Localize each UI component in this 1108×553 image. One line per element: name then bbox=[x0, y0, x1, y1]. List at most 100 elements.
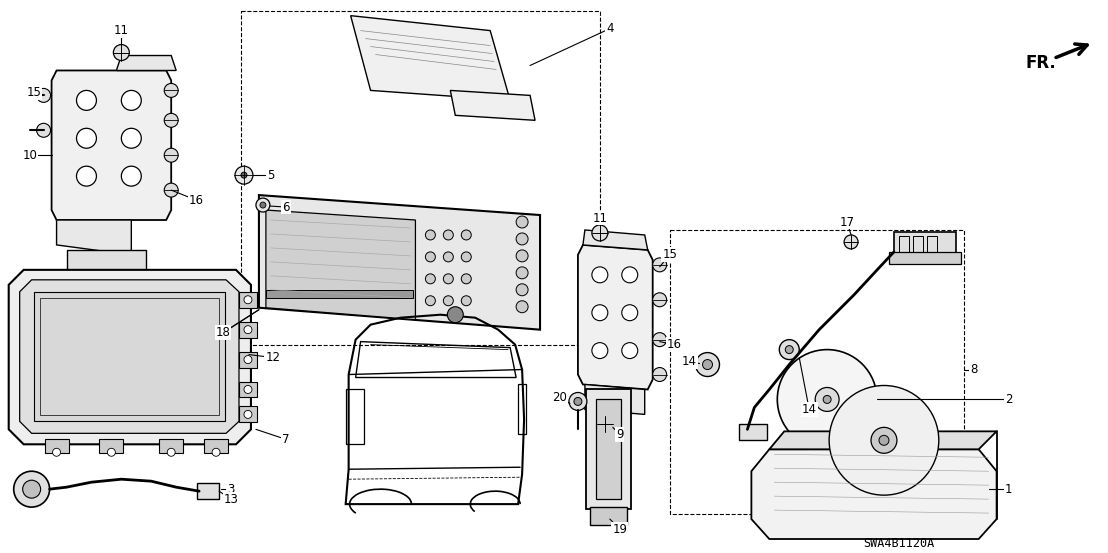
Circle shape bbox=[235, 166, 253, 184]
Circle shape bbox=[815, 388, 839, 411]
Bar bbox=[669, 230, 964, 514]
Bar bbox=[44, 439, 69, 453]
Circle shape bbox=[461, 230, 471, 240]
Text: 3: 3 bbox=[227, 483, 235, 495]
Circle shape bbox=[592, 267, 608, 283]
Bar bbox=[239, 406, 257, 422]
Circle shape bbox=[516, 216, 529, 228]
Bar bbox=[197, 483, 219, 499]
Polygon shape bbox=[769, 431, 996, 449]
Circle shape bbox=[122, 166, 142, 186]
Circle shape bbox=[164, 113, 178, 127]
Circle shape bbox=[167, 448, 175, 456]
Circle shape bbox=[260, 202, 266, 208]
Text: 11: 11 bbox=[114, 24, 129, 37]
Circle shape bbox=[622, 305, 638, 321]
Circle shape bbox=[779, 340, 799, 359]
Text: 13: 13 bbox=[224, 493, 238, 505]
Text: 7: 7 bbox=[283, 433, 289, 446]
Circle shape bbox=[37, 88, 51, 102]
Polygon shape bbox=[450, 90, 535, 121]
Circle shape bbox=[425, 252, 435, 262]
Text: 2: 2 bbox=[1005, 393, 1013, 406]
Text: 11: 11 bbox=[593, 211, 607, 225]
Circle shape bbox=[107, 448, 115, 456]
Bar bbox=[899, 236, 909, 256]
Polygon shape bbox=[116, 55, 176, 70]
Circle shape bbox=[653, 293, 667, 307]
Circle shape bbox=[13, 471, 50, 507]
Bar bbox=[589, 507, 627, 525]
Bar bbox=[346, 389, 363, 444]
Text: 14: 14 bbox=[683, 355, 697, 368]
Text: 1: 1 bbox=[1005, 483, 1013, 495]
Circle shape bbox=[592, 305, 608, 321]
Circle shape bbox=[76, 128, 96, 148]
Circle shape bbox=[516, 301, 529, 312]
Polygon shape bbox=[266, 210, 416, 320]
Polygon shape bbox=[578, 245, 653, 389]
Circle shape bbox=[516, 284, 529, 296]
Circle shape bbox=[778, 349, 878, 449]
Circle shape bbox=[829, 385, 938, 495]
Bar bbox=[266, 290, 413, 298]
Polygon shape bbox=[585, 384, 645, 414]
Text: 12: 12 bbox=[266, 351, 280, 364]
Circle shape bbox=[244, 356, 252, 363]
Circle shape bbox=[622, 267, 638, 283]
Circle shape bbox=[879, 435, 889, 445]
Bar bbox=[519, 384, 526, 434]
Bar bbox=[889, 252, 961, 264]
Circle shape bbox=[164, 84, 178, 97]
Circle shape bbox=[592, 225, 608, 241]
Bar bbox=[100, 439, 123, 453]
Bar bbox=[239, 382, 257, 398]
Circle shape bbox=[244, 326, 252, 333]
Circle shape bbox=[622, 343, 638, 358]
Circle shape bbox=[212, 448, 220, 456]
Circle shape bbox=[516, 233, 529, 245]
Bar bbox=[239, 292, 257, 307]
Circle shape bbox=[52, 448, 61, 456]
Circle shape bbox=[696, 353, 719, 377]
Text: 15: 15 bbox=[663, 248, 677, 262]
Text: 15: 15 bbox=[27, 86, 41, 99]
Circle shape bbox=[443, 274, 453, 284]
Polygon shape bbox=[57, 220, 132, 255]
Circle shape bbox=[461, 252, 471, 262]
Polygon shape bbox=[20, 280, 239, 434]
Circle shape bbox=[786, 346, 793, 353]
Bar bbox=[40, 298, 219, 415]
Bar bbox=[586, 389, 630, 509]
Text: 9: 9 bbox=[616, 428, 624, 441]
Text: 6: 6 bbox=[283, 201, 289, 213]
Circle shape bbox=[425, 274, 435, 284]
Circle shape bbox=[256, 198, 270, 212]
Bar bbox=[894, 232, 956, 260]
Bar bbox=[240, 11, 599, 345]
Text: 19: 19 bbox=[613, 523, 627, 535]
Circle shape bbox=[574, 398, 582, 405]
Circle shape bbox=[443, 252, 453, 262]
Circle shape bbox=[823, 395, 831, 404]
Circle shape bbox=[425, 230, 435, 240]
Text: SWA4B1120A: SWA4B1120A bbox=[863, 538, 934, 550]
Polygon shape bbox=[583, 230, 648, 250]
Circle shape bbox=[844, 235, 858, 249]
Circle shape bbox=[244, 385, 252, 394]
Bar bbox=[204, 439, 228, 453]
Circle shape bbox=[702, 359, 712, 369]
Circle shape bbox=[653, 333, 667, 347]
Circle shape bbox=[244, 410, 252, 419]
Polygon shape bbox=[52, 70, 172, 220]
Text: 5: 5 bbox=[267, 169, 275, 181]
Circle shape bbox=[240, 172, 247, 178]
Circle shape bbox=[461, 274, 471, 284]
Circle shape bbox=[592, 343, 608, 358]
Circle shape bbox=[113, 45, 130, 60]
Text: 16: 16 bbox=[188, 194, 204, 207]
Circle shape bbox=[164, 148, 178, 162]
Bar bbox=[239, 322, 257, 338]
Text: 14: 14 bbox=[802, 403, 817, 416]
Polygon shape bbox=[350, 15, 510, 101]
